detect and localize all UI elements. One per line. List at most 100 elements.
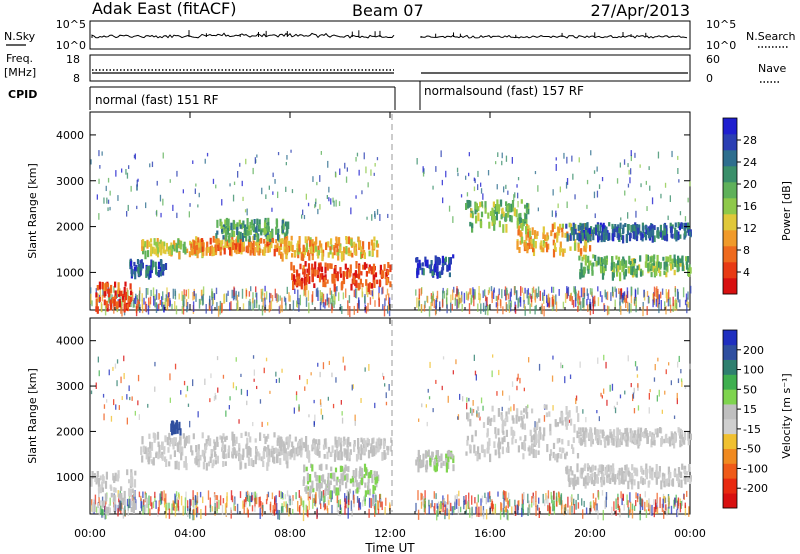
echo-cell bbox=[132, 502, 135, 512]
colorbar-swatch bbox=[723, 404, 737, 420]
scatter-cell bbox=[605, 292, 607, 300]
scatter-cell bbox=[305, 504, 307, 513]
echo-cell bbox=[254, 232, 257, 238]
scatter-cell bbox=[500, 503, 503, 513]
echo-cell bbox=[130, 506, 133, 513]
scatter-cell bbox=[684, 505, 687, 516]
echo-cell bbox=[134, 503, 137, 510]
echo-cell bbox=[302, 442, 305, 449]
scatter-cell bbox=[601, 177, 604, 182]
echo-cell bbox=[224, 461, 227, 466]
scatter-cell bbox=[487, 170, 490, 176]
echo-cell bbox=[584, 427, 587, 433]
echo-cell bbox=[212, 247, 215, 256]
echo-cell bbox=[347, 436, 350, 445]
echo-cell bbox=[540, 240, 543, 248]
echo-cell bbox=[684, 222, 687, 229]
scatter-cell bbox=[158, 293, 160, 300]
scatter-cell bbox=[476, 508, 478, 517]
echo-cell bbox=[667, 438, 670, 444]
scatter-cell bbox=[646, 306, 648, 316]
scatter-cell bbox=[172, 204, 174, 211]
scatter-cell bbox=[353, 305, 355, 315]
echo-cell bbox=[586, 232, 589, 240]
colorbar-swatch bbox=[723, 359, 737, 375]
scatter-cell bbox=[577, 298, 579, 306]
echo-cell bbox=[286, 436, 289, 442]
scatter-cell bbox=[228, 405, 230, 410]
echo-cell bbox=[510, 215, 513, 223]
scatter-cell bbox=[431, 500, 433, 508]
scatter-cell bbox=[608, 306, 610, 315]
echo-cell bbox=[581, 269, 584, 278]
echo-cell bbox=[146, 239, 149, 249]
scatter-cell bbox=[95, 288, 97, 296]
echo-cell bbox=[426, 259, 429, 268]
echo-cell bbox=[566, 417, 569, 426]
echo-cell bbox=[445, 458, 448, 467]
scatter-cell bbox=[186, 302, 189, 310]
echo-cell bbox=[314, 269, 317, 277]
scatter-cell bbox=[684, 216, 687, 222]
scatter-cell bbox=[107, 177, 110, 183]
echo-cell bbox=[631, 481, 634, 490]
echo-cell bbox=[537, 439, 541, 448]
scatter-cell bbox=[504, 289, 506, 296]
scatter-cell bbox=[558, 498, 561, 506]
scatter-cell bbox=[544, 499, 546, 507]
scatter-cell bbox=[574, 297, 577, 307]
echo-cell bbox=[435, 455, 438, 462]
echo-cell bbox=[255, 241, 258, 246]
echo-cell bbox=[480, 444, 484, 453]
echo-cell bbox=[674, 232, 677, 240]
echo-cell bbox=[174, 460, 177, 470]
scatter-cell bbox=[635, 305, 637, 313]
echo-cell bbox=[621, 471, 624, 479]
scatter-cell bbox=[501, 160, 503, 166]
echo-cell bbox=[383, 264, 386, 272]
echo-cell bbox=[131, 482, 134, 488]
scatter-cell bbox=[332, 403, 335, 409]
scatter-cell bbox=[423, 304, 426, 312]
scatter-cell bbox=[242, 196, 244, 202]
scatter-cell bbox=[246, 389, 248, 397]
scatter-cell bbox=[479, 293, 481, 301]
scatter-cell bbox=[278, 377, 280, 383]
echo-cell bbox=[365, 271, 368, 277]
echo-cell bbox=[290, 242, 293, 251]
echo-cell bbox=[565, 223, 568, 229]
echo-cell bbox=[341, 251, 344, 259]
scatter-cell bbox=[424, 505, 426, 515]
echo-cell bbox=[440, 462, 443, 469]
echo-cell bbox=[576, 430, 579, 439]
scatter-cell bbox=[573, 498, 575, 506]
scatter-cell bbox=[148, 297, 150, 307]
scatter-cell bbox=[200, 298, 202, 305]
echo-cell bbox=[203, 456, 206, 463]
echo-cell bbox=[373, 236, 376, 242]
echo-cell bbox=[587, 228, 590, 235]
echo-cell bbox=[478, 452, 481, 460]
scatter-cell bbox=[477, 184, 479, 191]
echo-cell bbox=[239, 238, 242, 244]
echo-cell bbox=[657, 474, 660, 479]
scatter-cell bbox=[653, 286, 656, 297]
scatter-cell bbox=[152, 501, 155, 509]
echo-cell bbox=[134, 270, 137, 280]
scatter-cell bbox=[653, 506, 655, 518]
scatter-cell bbox=[374, 300, 376, 307]
scatter-cell bbox=[441, 298, 444, 308]
echo-cell bbox=[339, 453, 342, 461]
freq-tick-bottom: 8 bbox=[73, 72, 80, 85]
echo-cell bbox=[502, 430, 505, 435]
scatter-cell bbox=[346, 490, 348, 501]
scatter-cell bbox=[166, 296, 169, 302]
scatter-cell bbox=[204, 378, 206, 385]
scatter-cell bbox=[296, 302, 299, 308]
scatter-cell bbox=[422, 171, 425, 177]
scatter-cell bbox=[448, 205, 451, 212]
echo-cell bbox=[201, 242, 204, 247]
scatter-cell bbox=[202, 496, 204, 504]
echo-cell bbox=[173, 450, 176, 458]
echo-cell bbox=[97, 478, 101, 487]
